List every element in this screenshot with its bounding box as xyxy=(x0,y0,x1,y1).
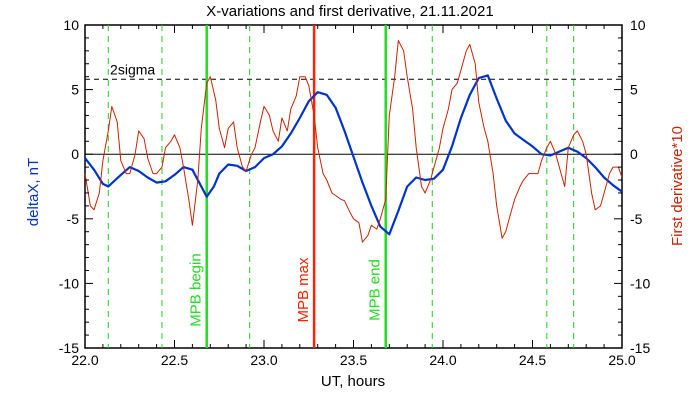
y-tick-label-right-0: -15 xyxy=(630,340,650,356)
axis-layer: 22.0 22.5 23.0 23.5 24.0 24.5 25.0-15-10-50510… xyxy=(59,17,651,368)
x-tick-label-4: 24.0 xyxy=(429,352,456,368)
y-tick-label-right-2: -5 xyxy=(630,211,643,227)
guide-layer: 2sigma MPB begin MPB max MPB end xyxy=(85,25,622,348)
y-tick-label-right-1: -10 xyxy=(630,275,650,291)
y-tick-label-left-2: -5 xyxy=(67,211,80,227)
series-layer xyxy=(84,40,623,243)
x-axis-label: UT, hours xyxy=(321,373,385,390)
plot-frame xyxy=(84,24,623,349)
y-axis-label-right: First derivative*10 xyxy=(669,126,686,246)
x-tick-label-5: 24.5 xyxy=(519,352,546,368)
sigma-label: 2sigma xyxy=(110,61,155,77)
vline-label-4: MPB max xyxy=(295,257,312,323)
x-tick-label-2: 23.0 xyxy=(250,352,277,368)
y-axis-label-left: deltaX, nT xyxy=(25,158,42,226)
series-derivative xyxy=(84,40,623,243)
vline-label-2: MPB begin xyxy=(188,253,205,326)
series-deltaX xyxy=(84,74,623,236)
x-tick-label-3: 23.5 xyxy=(340,352,367,368)
y-tick-label-right-3: 0 xyxy=(630,146,638,162)
y-tick-label-right-4: 5 xyxy=(630,82,638,98)
x-tick-label-1: 22.5 xyxy=(161,352,188,368)
y-tick-label-left-1: -10 xyxy=(59,275,79,291)
x-tick-label-0: 22.0 xyxy=(71,352,98,368)
y-tick-label-left-0: -15 xyxy=(59,340,79,356)
y-tick-label-left-3: 0 xyxy=(71,146,79,162)
chart-title: X-variations and first derivative, 21.11… xyxy=(206,3,493,20)
x-tick-label-6: 25.0 xyxy=(608,352,635,368)
y-tick-label-left-5: 10 xyxy=(63,17,79,33)
y-tick-label-right-5: 10 xyxy=(630,17,646,33)
y-tick-label-left-4: 5 xyxy=(71,82,79,98)
vline-label-5: MPB end xyxy=(367,259,384,321)
